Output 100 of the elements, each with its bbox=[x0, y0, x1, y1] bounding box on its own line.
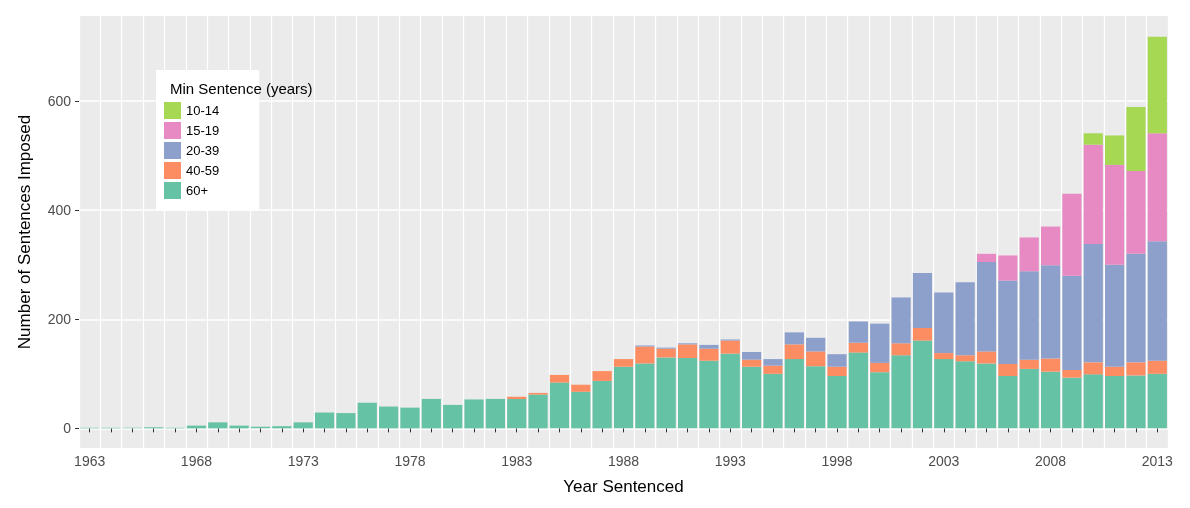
bar bbox=[827, 366, 847, 376]
bar bbox=[934, 292, 954, 354]
bar bbox=[1040, 226, 1061, 266]
x-tick-label: 1968 bbox=[180, 453, 213, 469]
bar bbox=[806, 351, 826, 367]
bar bbox=[870, 323, 890, 363]
y-tick-label: 200 bbox=[47, 311, 72, 328]
bar bbox=[784, 359, 804, 429]
bar bbox=[613, 366, 634, 429]
bar bbox=[699, 348, 719, 361]
bar bbox=[891, 343, 911, 356]
bar bbox=[1147, 36, 1167, 134]
bar bbox=[1147, 133, 1167, 242]
bar bbox=[1019, 271, 1039, 360]
bar bbox=[1105, 164, 1125, 265]
bar bbox=[1126, 170, 1146, 254]
bar bbox=[635, 346, 655, 364]
bar bbox=[998, 364, 1018, 376]
bar bbox=[357, 402, 377, 429]
x-tick-label: 1978 bbox=[394, 453, 426, 469]
bar bbox=[635, 363, 655, 429]
bar bbox=[379, 406, 399, 429]
bar bbox=[400, 407, 420, 429]
bar bbox=[870, 362, 890, 373]
bar bbox=[592, 371, 612, 381]
bar bbox=[763, 365, 783, 374]
bar bbox=[742, 366, 762, 429]
bar bbox=[656, 357, 676, 429]
bar bbox=[912, 340, 933, 429]
bar bbox=[976, 363, 997, 429]
bar bbox=[1105, 366, 1125, 376]
legend-title: Min Sentence (years) bbox=[170, 80, 313, 97]
bar bbox=[613, 359, 634, 367]
bar bbox=[293, 422, 313, 429]
bar bbox=[1062, 370, 1082, 378]
bar bbox=[912, 272, 933, 328]
bar bbox=[1083, 244, 1103, 363]
bar bbox=[827, 354, 847, 367]
bar bbox=[314, 412, 335, 429]
bar bbox=[998, 255, 1018, 281]
bar bbox=[592, 380, 612, 429]
bar bbox=[208, 422, 228, 429]
bar bbox=[1105, 264, 1125, 367]
bar bbox=[1126, 375, 1146, 429]
bar bbox=[656, 348, 676, 358]
y-axis-title: Number of Sentences Imposed bbox=[15, 114, 34, 350]
bar bbox=[1062, 275, 1082, 370]
bar bbox=[784, 332, 804, 345]
bar bbox=[1062, 193, 1082, 276]
bar bbox=[1083, 133, 1103, 145]
x-tick-label: 1963 bbox=[74, 453, 106, 469]
bar bbox=[571, 391, 591, 429]
bar bbox=[1105, 135, 1125, 165]
bar bbox=[806, 366, 826, 429]
x-tick-label: 2013 bbox=[1141, 453, 1174, 469]
bar bbox=[891, 297, 911, 344]
bar bbox=[421, 398, 441, 429]
bar bbox=[784, 344, 804, 360]
bar bbox=[1126, 362, 1146, 376]
bar bbox=[443, 404, 463, 429]
bar bbox=[677, 344, 698, 358]
bar bbox=[464, 399, 484, 429]
x-tick-label: 2008 bbox=[1034, 453, 1067, 469]
bar bbox=[1040, 371, 1061, 429]
bar bbox=[763, 359, 783, 366]
x-tick-label: 1973 bbox=[287, 453, 319, 469]
bar bbox=[976, 253, 997, 262]
bar bbox=[848, 321, 868, 343]
bar bbox=[1147, 360, 1167, 374]
bar bbox=[891, 355, 911, 429]
bar bbox=[549, 382, 570, 429]
bar bbox=[1083, 362, 1103, 375]
x-tick-label: 1983 bbox=[501, 453, 533, 469]
bar bbox=[507, 396, 527, 399]
bar bbox=[528, 394, 548, 429]
x-tick-label: 1998 bbox=[821, 453, 853, 469]
legend-label: 15-19 bbox=[186, 123, 220, 138]
y-tick-label: 400 bbox=[47, 202, 72, 219]
x-tick-label: 1993 bbox=[714, 453, 747, 469]
x-tick-label: 2003 bbox=[928, 453, 960, 469]
bar bbox=[1147, 241, 1167, 361]
bar bbox=[742, 359, 762, 367]
legend-label: 40-59 bbox=[186, 163, 220, 178]
bar bbox=[699, 344, 719, 349]
bar bbox=[912, 328, 933, 341]
bar bbox=[272, 426, 292, 429]
bar bbox=[485, 398, 505, 429]
bar bbox=[720, 353, 740, 429]
y-tick-label: 0 bbox=[63, 420, 72, 437]
bar bbox=[934, 359, 954, 429]
bar bbox=[1083, 144, 1103, 244]
bar bbox=[955, 361, 975, 429]
bar bbox=[1019, 237, 1039, 272]
bar bbox=[720, 340, 740, 354]
bar bbox=[976, 351, 997, 364]
bar bbox=[1019, 368, 1039, 429]
legend-label: 10-14 bbox=[186, 103, 220, 118]
bar bbox=[1105, 376, 1125, 429]
bar bbox=[955, 355, 975, 362]
bar bbox=[976, 262, 997, 352]
